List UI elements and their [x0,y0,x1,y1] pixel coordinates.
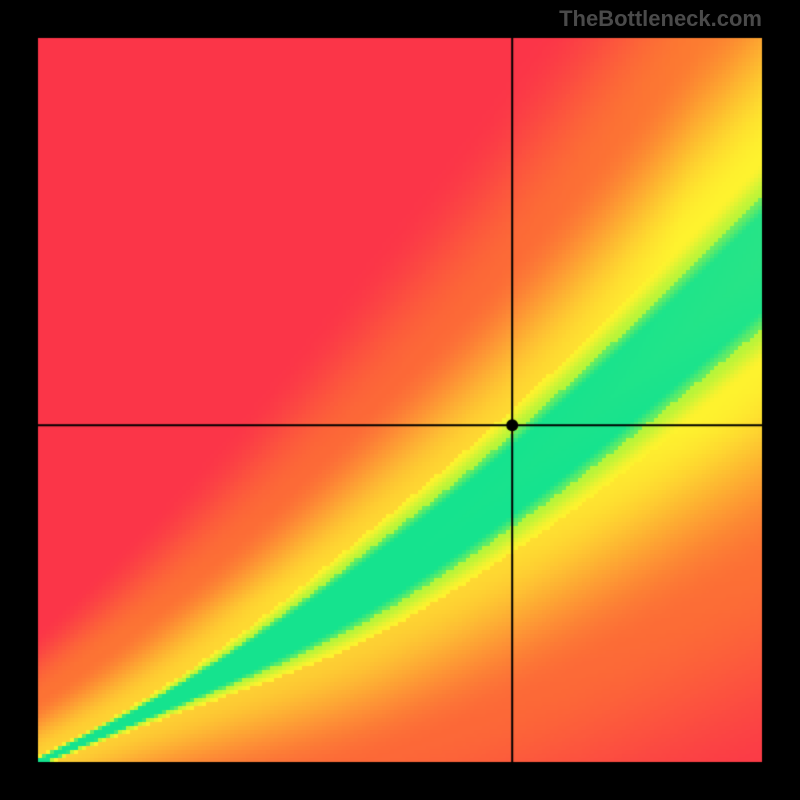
bottleneck-heatmap [0,0,800,800]
chart-container: TheBottleneck.com [0,0,800,800]
watermark-text: TheBottleneck.com [559,6,762,32]
